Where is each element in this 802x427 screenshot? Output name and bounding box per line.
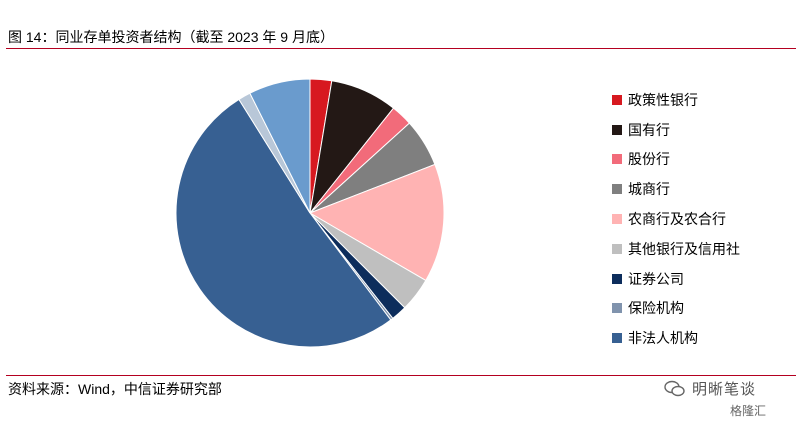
legend-item: 城商行 — [612, 174, 740, 204]
legend-label: 股份行 — [628, 151, 670, 168]
legend-swatch — [612, 273, 622, 284]
legend-swatch — [612, 243, 622, 254]
watermark-text: 明晰笔谈 — [692, 381, 757, 398]
chart-legend: 政策性银行国有行股份行城商行农商行及农合行 其他银行及信用社 证券公司保险机构非法人… — [612, 85, 740, 353]
legend-item: 农商行及农合行 — [612, 204, 740, 234]
pie-slice-8 — [175, 98, 392, 348]
legend-swatch — [612, 94, 622, 105]
legend-item: 国有行 — [612, 115, 740, 145]
legend-item: 政策性银行 — [612, 85, 740, 115]
legend-swatch — [612, 124, 622, 135]
top-rule — [6, 48, 796, 49]
bottom-rule — [6, 375, 796, 376]
legend-swatch — [612, 333, 622, 344]
pie-slice-10 — [249, 78, 311, 214]
legend-item: 保险机构 — [612, 294, 740, 324]
legend-swatch — [612, 303, 622, 314]
watermark-sub: 格隆汇 — [730, 404, 767, 418]
legend-item: 证券公司 — [612, 264, 740, 294]
legend-label: 政策性银行 — [628, 91, 698, 108]
legend-label: 城商行 — [628, 181, 670, 198]
legend-swatch — [612, 214, 622, 225]
wechat-bubble-icon — [664, 380, 685, 396]
legend-label: 非法人机构 — [628, 330, 698, 347]
pie-slice-4 — [308, 163, 445, 282]
legend-swatch — [612, 184, 622, 195]
figure-title: 图 14：同业存单投资者结构（截至 2023 年 9 月底） — [8, 29, 334, 45]
watermark: 明晰笔谈 — [664, 378, 756, 399]
legend-label: 证券公司 — [628, 270, 684, 287]
legend-item: 其他银行及信用社 — [612, 234, 740, 264]
legend-swatch — [612, 154, 622, 165]
source-note: 资料来源：Wind，中信证券研究部 — [8, 381, 222, 397]
legend-label: 国有行 — [628, 121, 670, 138]
legend-label: 农商行及农合行 — [628, 211, 726, 228]
legend-label: 其他银行及信用社 — [628, 240, 740, 257]
legend-item: 股份行 — [612, 145, 740, 175]
legend-item: 非法人机构 — [612, 323, 740, 353]
legend-label: 保险机构 — [628, 300, 684, 317]
